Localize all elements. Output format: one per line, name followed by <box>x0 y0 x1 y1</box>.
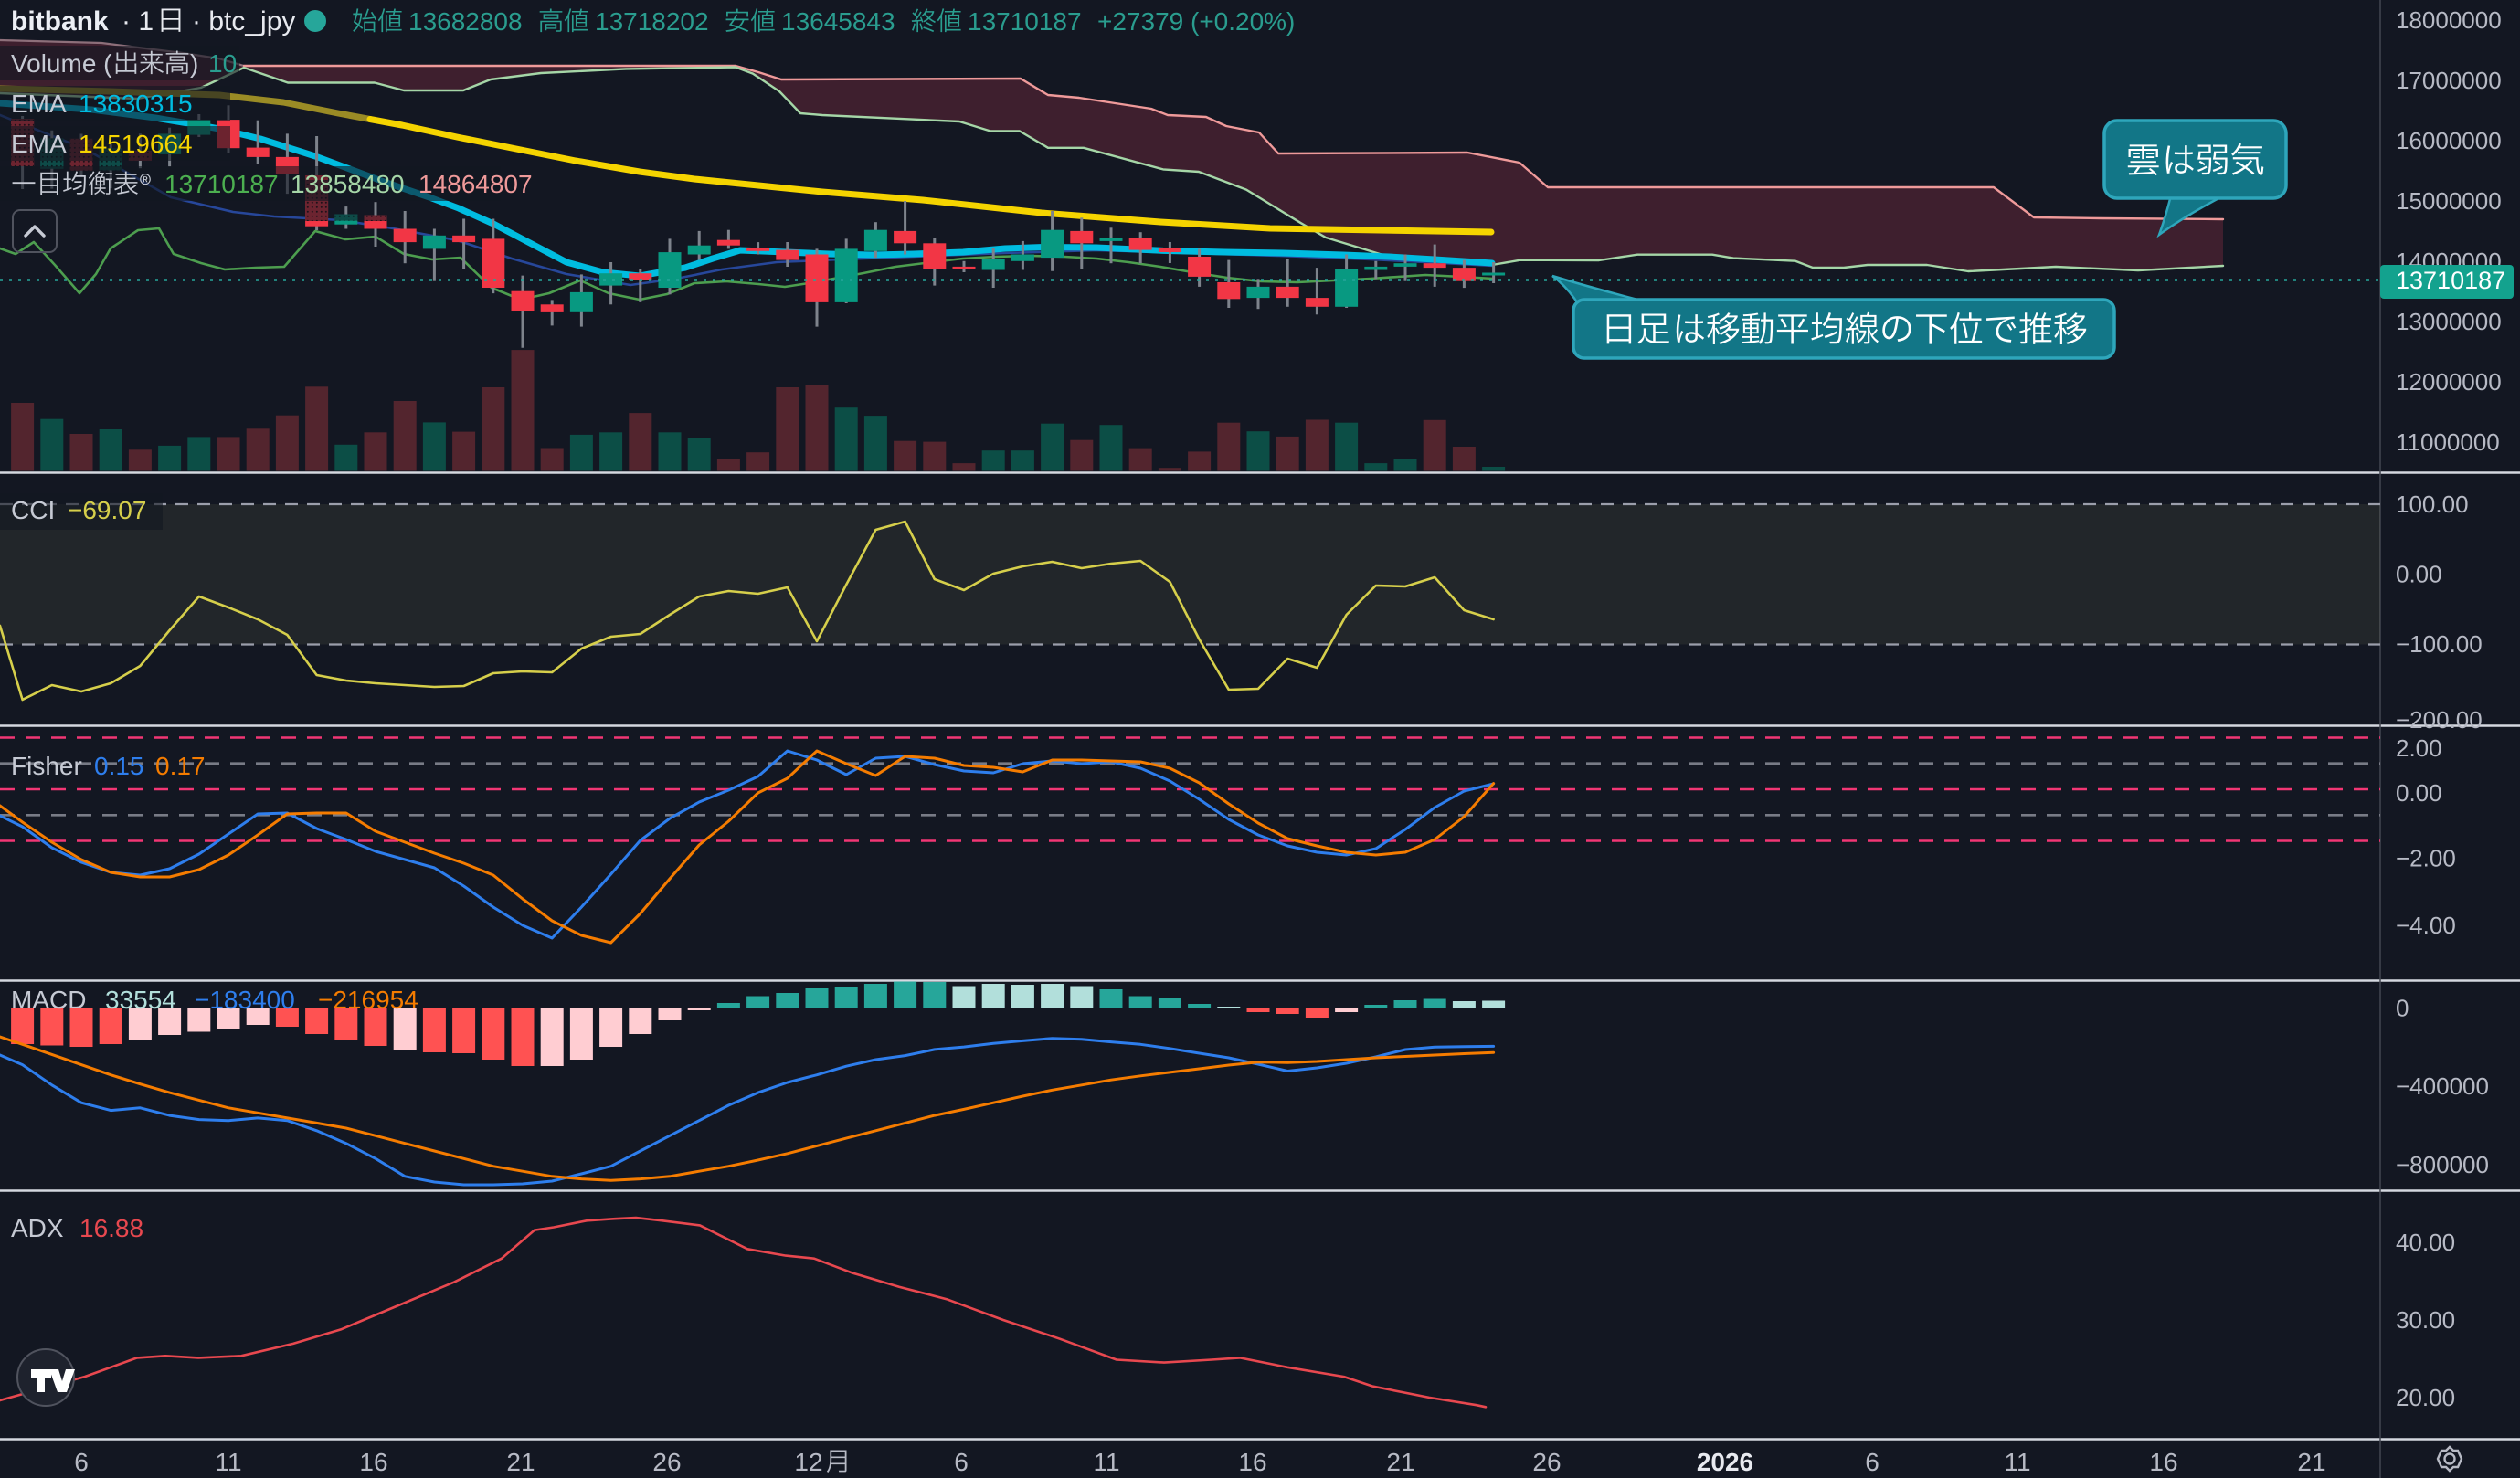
svg-text:14864807: 14864807 <box>418 170 533 198</box>
svg-text:−800000: −800000 <box>2396 1151 2489 1178</box>
svg-text:16: 16 <box>359 1448 387 1476</box>
svg-text:6: 6 <box>1865 1448 1879 1476</box>
svg-text:14519664: 14519664 <box>79 130 193 158</box>
svg-text:13858480: 13858480 <box>291 170 405 198</box>
svg-text:−216954: −216954 <box>318 986 418 1014</box>
svg-text:· 1: · 1 <box>122 6 154 37</box>
svg-text:11000000: 11000000 <box>2396 428 2500 456</box>
svg-text:16.88: 16.88 <box>79 1214 143 1242</box>
svg-text:13645843: 13645843 <box>781 7 895 36</box>
svg-text:17000000: 17000000 <box>2396 67 2502 94</box>
svg-text:0: 0 <box>2396 995 2409 1022</box>
svg-text:12000000: 12000000 <box>2396 368 2502 396</box>
svg-text:0.00: 0.00 <box>2396 561 2442 588</box>
svg-text:0.15: 0.15 <box>94 752 144 780</box>
svg-text:40.00: 40.00 <box>2396 1229 2455 1256</box>
svg-text:2026: 2026 <box>1697 1448 1753 1476</box>
svg-text:13830315: 13830315 <box>79 90 193 118</box>
svg-text:Fisher: Fisher <box>11 752 82 780</box>
svg-text:11: 11 <box>2004 1448 2030 1476</box>
svg-text:· btc_jpy: · btc_jpy <box>192 6 295 37</box>
svg-text:MACD: MACD <box>11 986 86 1014</box>
svg-text:−4.00: −4.00 <box>2396 912 2456 939</box>
svg-text:13718202: 13718202 <box>595 7 709 36</box>
svg-text:100.00: 100.00 <box>2396 491 2469 518</box>
svg-text:10: 10 <box>208 49 237 78</box>
svg-text:15000000: 15000000 <box>2396 187 2502 215</box>
svg-text:bitbank: bitbank <box>11 6 109 37</box>
svg-text:−400000: −400000 <box>2396 1072 2489 1100</box>
svg-text:21: 21 <box>506 1448 535 1476</box>
svg-text:26: 26 <box>1532 1448 1561 1476</box>
svg-text:−100.00: −100.00 <box>2396 630 2483 658</box>
svg-text:21: 21 <box>2297 1448 2325 1476</box>
svg-text:): ) <box>190 49 198 78</box>
svg-text:EMA: EMA <box>11 130 67 158</box>
svg-text:2.00: 2.00 <box>2396 734 2442 762</box>
svg-text:EMA: EMA <box>11 90 67 118</box>
svg-text:13710187: 13710187 <box>968 7 1082 36</box>
svg-text:16: 16 <box>1238 1448 1266 1476</box>
svg-text:6: 6 <box>954 1448 969 1476</box>
svg-text:11: 11 <box>1093 1448 1119 1476</box>
svg-text:13710187: 13710187 <box>2396 267 2505 294</box>
svg-text:13000000: 13000000 <box>2396 308 2502 335</box>
svg-text:0.00: 0.00 <box>2396 779 2442 807</box>
svg-text:16000000: 16000000 <box>2396 127 2502 154</box>
svg-text:13682808: 13682808 <box>408 7 523 36</box>
svg-text:11: 11 <box>215 1448 241 1476</box>
svg-text:30.00: 30.00 <box>2396 1306 2455 1334</box>
svg-text:+27379 (+0.20%): +27379 (+0.20%) <box>1097 7 1295 36</box>
svg-text:20.00: 20.00 <box>2396 1384 2455 1411</box>
svg-text:Volume (: Volume ( <box>11 49 112 78</box>
svg-text:−183400: −183400 <box>195 986 295 1014</box>
svg-text:16: 16 <box>2149 1448 2177 1476</box>
svg-text:26: 26 <box>652 1448 681 1476</box>
svg-text:0.17: 0.17 <box>155 752 206 780</box>
svg-text:33554: 33554 <box>105 986 176 1014</box>
svg-text:21: 21 <box>1386 1448 1414 1476</box>
svg-text:−2.00: −2.00 <box>2396 844 2456 871</box>
svg-text:18000000: 18000000 <box>2396 6 2502 34</box>
svg-text:12: 12 <box>794 1448 822 1476</box>
svg-text:CCI: CCI <box>11 496 55 524</box>
svg-text:13710187: 13710187 <box>164 170 279 198</box>
svg-text:−200.00: −200.00 <box>2396 706 2483 734</box>
svg-text:6: 6 <box>74 1448 89 1476</box>
svg-text:ADX: ADX <box>11 1214 64 1242</box>
svg-text:−69.07: −69.07 <box>68 496 146 524</box>
